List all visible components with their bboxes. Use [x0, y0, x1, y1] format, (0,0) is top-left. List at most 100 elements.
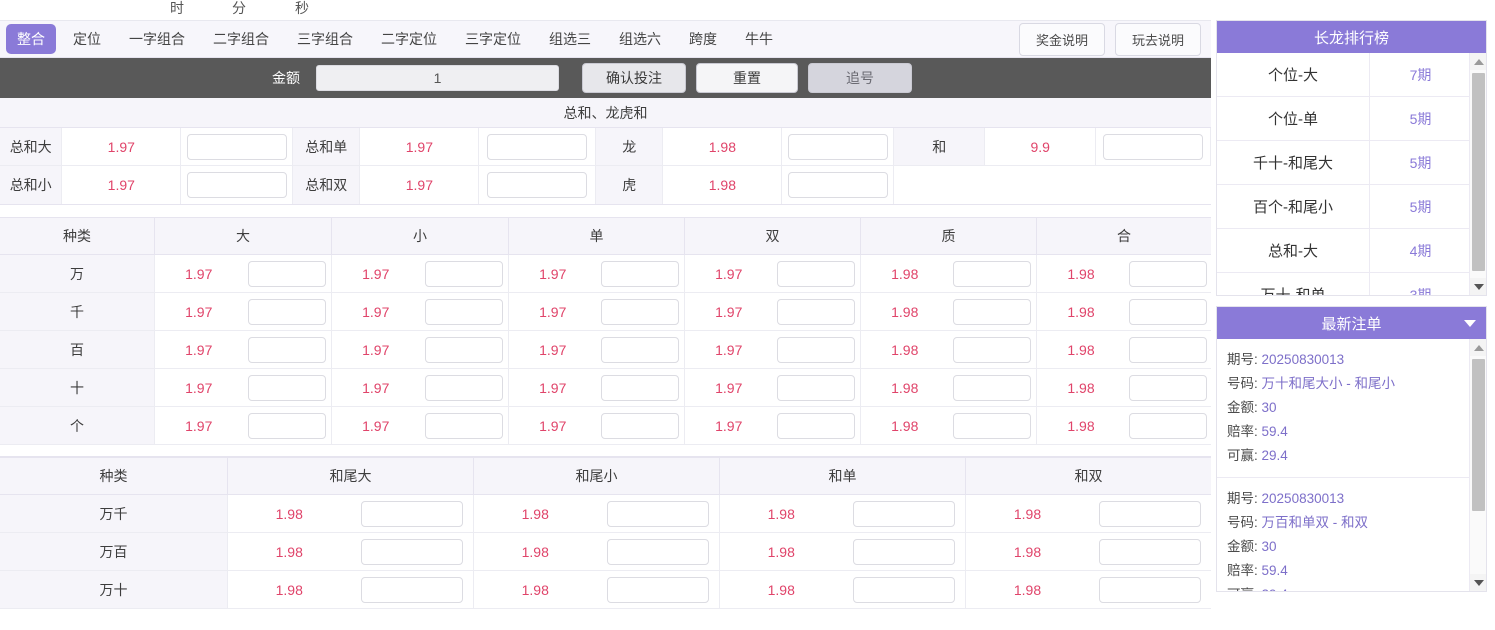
scroll-up-icon[interactable]	[1470, 339, 1486, 356]
bet-input-box[interactable]	[1099, 538, 1201, 565]
bet-input-box[interactable]	[424, 412, 503, 439]
bet-input-box[interactable]	[953, 336, 1032, 363]
bet-input-box[interactable]	[953, 412, 1032, 439]
bet-input-box[interactable]	[487, 172, 588, 198]
bet-input-box[interactable]	[777, 298, 856, 325]
bet-input-box[interactable]	[1129, 374, 1207, 401]
bet-input-box[interactable]	[1129, 336, 1207, 363]
chevron-down-icon[interactable]	[1464, 320, 1476, 327]
scroll-up-icon[interactable]	[1470, 53, 1486, 70]
bet-input-box[interactable]	[777, 374, 856, 401]
scrollbar-thumb[interactable]	[1472, 73, 1485, 271]
confirm-bet-button[interactable]: 确认投注	[582, 63, 686, 93]
latest-bets-panel-title: 最新注单	[1217, 307, 1486, 339]
odds-input-wrap	[597, 374, 685, 401]
tab-zuxuanliu[interactable]: 组选六	[619, 31, 661, 47]
bet-input-box[interactable]	[247, 412, 326, 439]
bet-input-box[interactable]	[247, 374, 326, 401]
prize-info-button[interactable]: 奖金说明	[1018, 22, 1105, 56]
bet-input-box[interactable]	[953, 260, 1032, 287]
odds-value: 1.97	[715, 341, 743, 358]
bet-input-box[interactable]	[360, 576, 463, 603]
bet-input-box[interactable]	[247, 260, 326, 287]
odds-cell: 1.97	[155, 407, 332, 444]
scroll-down-icon[interactable]	[1470, 278, 1486, 295]
odds-value: 1.98	[275, 543, 303, 560]
tab-zonghe[interactable]: 整合	[6, 24, 56, 54]
table-row: 万十 1.98 1.98 1.98 1.98	[0, 571, 1211, 609]
bet-input-box[interactable]	[601, 298, 680, 325]
bet-item[interactable]: 期号: 20250830013 号码: 万十和尾大小 - 和尾小 金额: 30 …	[1217, 339, 1469, 478]
bet-input-box[interactable]	[1099, 500, 1201, 527]
bet-input-box[interactable]	[606, 576, 709, 603]
tab-kuadu[interactable]: 跨度	[689, 31, 717, 47]
tab-erzidingwei[interactable]: 二字定位	[381, 31, 437, 47]
play-info-button[interactable]: 玩去说明	[1114, 22, 1201, 56]
bet-input-box[interactable]	[953, 298, 1032, 325]
scroll-down-icon[interactable]	[1470, 574, 1486, 591]
bet-input-box[interactable]	[777, 260, 856, 287]
tab-sanzidingwei[interactable]: 三字定位	[465, 31, 521, 47]
ranking-row[interactable]: 总和-大 4期	[1217, 229, 1471, 273]
bet-input-box[interactable]	[777, 336, 856, 363]
chase-number-button[interactable]: 追号	[808, 63, 912, 93]
odds-input-wrap	[243, 260, 332, 287]
bet-input-box[interactable]	[1129, 260, 1207, 287]
bet-input-box[interactable]	[1129, 412, 1207, 439]
bet-input-box[interactable]	[852, 576, 955, 603]
tab-sanzizuhe[interactable]: 三字组合	[297, 31, 353, 47]
tab-niuniu[interactable]: 牛牛	[745, 31, 773, 47]
bet-input-box[interactable]	[777, 412, 856, 439]
bet-input-box[interactable]	[360, 500, 463, 527]
bet-input-box[interactable]	[787, 133, 888, 160]
bet-input-box[interactable]	[424, 336, 503, 363]
bet-item[interactable]: 期号: 20250830013 号码: 万百和单双 - 和双 金额: 30 赔率…	[1217, 478, 1469, 591]
bet-input-box[interactable]	[852, 538, 955, 565]
bet-input-box[interactable]	[606, 538, 709, 565]
bet-win-value: 29.4	[1262, 587, 1288, 591]
section-spacer	[0, 205, 1211, 217]
bet-input-box[interactable]	[852, 500, 955, 527]
bet-input-box[interactable]	[424, 374, 503, 401]
ranking-row[interactable]: 百个-和尾小 5期	[1217, 185, 1471, 229]
bet-input-box[interactable]	[360, 538, 463, 565]
bet-input-box[interactable]	[1129, 298, 1207, 325]
bet-input-box[interactable]	[424, 260, 503, 287]
bet-input-box[interactable]	[186, 133, 287, 160]
sum-cell-odds: 1.97	[62, 128, 182, 165]
ranking-row[interactable]: 千十-和尾大 5期	[1217, 141, 1471, 185]
bet-input-box[interactable]	[601, 374, 680, 401]
bet-input-box[interactable]	[606, 500, 709, 527]
odds-input-wrap	[949, 298, 1037, 325]
tab-yizizuhe[interactable]: 一字组合	[129, 31, 185, 47]
bet-input-box[interactable]	[601, 336, 680, 363]
bet-input-box[interactable]	[487, 133, 588, 160]
bet-input-box[interactable]	[186, 172, 287, 198]
odds-value: 1.97	[185, 303, 213, 320]
ranking-scrollbar[interactable]	[1469, 53, 1486, 295]
col-header-shuang: 双	[685, 218, 861, 254]
bet-input-box[interactable]	[787, 172, 888, 198]
ranking-row[interactable]: 个位-单 5期	[1217, 97, 1471, 141]
reset-button[interactable]: 重置	[696, 63, 798, 93]
bet-input-box[interactable]	[1099, 576, 1201, 603]
odds-value: 1.97	[715, 265, 743, 282]
odds-cell: 1.98	[1037, 293, 1211, 330]
odds-value: 1.97	[362, 303, 390, 320]
bet-input-box[interactable]	[424, 298, 503, 325]
tab-zuxuansan[interactable]: 组选三	[549, 31, 591, 47]
tab-dingwei[interactable]: 定位	[73, 31, 101, 47]
scrollbar-thumb[interactable]	[1472, 359, 1485, 511]
bet-input-box[interactable]	[247, 298, 326, 325]
odds-cell: 1.98	[861, 331, 1037, 368]
bet-input-box[interactable]	[247, 336, 326, 363]
bet-input-box[interactable]	[601, 412, 680, 439]
tab-erzizuhe[interactable]: 二字组合	[213, 31, 269, 47]
amount-input[interactable]	[316, 65, 559, 91]
bet-input-box[interactable]	[1103, 133, 1204, 160]
ranking-row[interactable]: 万十-和单 3期	[1217, 273, 1471, 295]
bet-input-box[interactable]	[953, 374, 1032, 401]
ranking-row[interactable]: 个位-大 7期	[1217, 53, 1471, 97]
latest-bets-scrollbar[interactable]	[1469, 339, 1486, 591]
bet-input-box[interactable]	[601, 260, 680, 287]
